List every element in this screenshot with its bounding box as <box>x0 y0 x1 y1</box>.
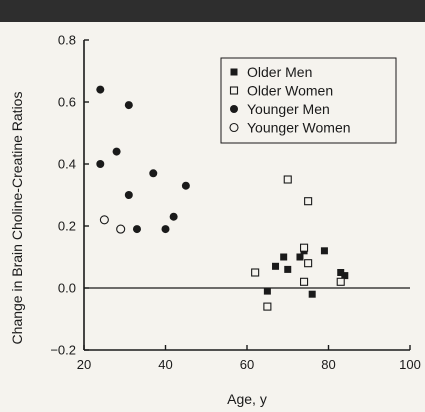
x-tick-label: 20 <box>77 357 91 372</box>
legend-label-older-women: Older Women <box>247 83 333 99</box>
older-women-point <box>304 197 313 206</box>
younger-men-point <box>124 101 133 110</box>
older-men-point <box>272 262 280 270</box>
younger-women-point <box>99 215 109 225</box>
younger-men-point <box>96 85 105 94</box>
legend-label-older-men: Older Men <box>247 64 312 80</box>
x-tick-label: 40 <box>158 357 172 372</box>
y-tick-label: 0.6 <box>58 95 76 110</box>
y-tick-label: 0.8 <box>58 33 76 48</box>
older-women-point <box>299 243 309 252</box>
y-tick-label: 0.4 <box>58 157 76 172</box>
older-women-point <box>299 277 309 286</box>
legend-label-younger-men: Younger Men <box>247 101 330 117</box>
legend-label-younger-women: Younger Women <box>247 120 351 136</box>
legend: Older Men Older Women Younger Men Younger W… <box>220 57 397 144</box>
younger-men-point <box>132 225 141 234</box>
legend-marker-younger-women <box>229 122 239 133</box>
legend-box <box>220 57 397 144</box>
x-tick-label: 60 <box>240 357 254 372</box>
y-tick-label: 0.0 <box>58 281 76 296</box>
ticks: −0.2 0.0 0.2 0.4 0.6 0.8 20 40 60 80 100 <box>50 33 421 373</box>
y-tick-label: −0.2 <box>50 343 76 358</box>
older-men-point <box>308 290 316 298</box>
y-axis-label: Change in Brain Choline-Creatine Ratios <box>9 92 25 345</box>
older-men-point <box>296 253 304 261</box>
younger-women-point <box>116 224 126 234</box>
older-men-point <box>263 287 271 295</box>
x-tick-label: 80 <box>321 357 335 372</box>
older-men-point <box>280 253 288 261</box>
older-men-point <box>320 247 328 255</box>
older-men-point <box>284 265 292 273</box>
younger-men-point <box>112 147 121 156</box>
y-tick-label: 0.2 <box>58 219 76 234</box>
older-women-point <box>263 302 272 311</box>
younger-men-point <box>169 212 178 221</box>
x-tick-label: 100 <box>399 357 421 372</box>
younger-men-point <box>96 160 105 168</box>
older-women-point <box>336 277 345 286</box>
older-women-point <box>304 259 313 268</box>
top-bar <box>0 0 425 22</box>
older-women-point <box>283 175 292 184</box>
younger-men-point <box>124 191 133 199</box>
older-men-point <box>341 272 349 280</box>
younger-men-point <box>161 225 170 234</box>
older-women-point <box>251 268 260 277</box>
younger-men-point <box>181 181 190 190</box>
legend-marker-older-men <box>230 68 238 76</box>
x-axis-label: Age, y <box>227 391 267 407</box>
older-men-point <box>337 269 345 276</box>
data-points <box>96 85 349 311</box>
legend-marker-younger-men <box>230 105 238 113</box>
legend-marker-older-women <box>229 86 239 95</box>
younger-men-point <box>149 169 158 178</box>
